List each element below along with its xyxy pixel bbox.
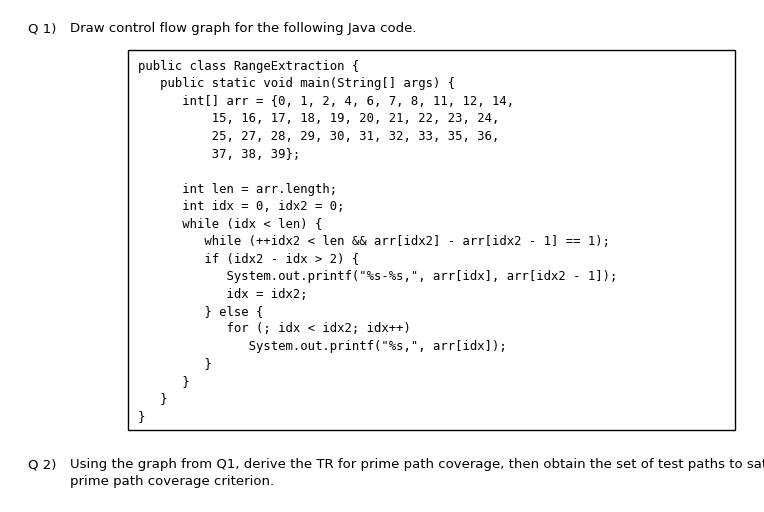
Text: }: } xyxy=(138,357,212,371)
Text: Draw control flow graph for the following Java code.: Draw control flow graph for the followin… xyxy=(70,22,416,35)
Text: Q 2): Q 2) xyxy=(28,458,57,471)
Text: }: } xyxy=(138,410,145,423)
Text: while (++idx2 < len && arr[idx2] - arr[idx2 - 1] == 1);: while (++idx2 < len && arr[idx2] - arr[i… xyxy=(138,235,610,248)
Bar xyxy=(128,50,735,430)
Text: idx = idx2;: idx = idx2; xyxy=(138,288,308,301)
Text: Using the graph from Q1, derive the TR for prime path coverage, then obtain the : Using the graph from Q1, derive the TR f… xyxy=(70,458,764,471)
Text: 15, 16, 17, 18, 19, 20, 21, 22, 23, 24,: 15, 16, 17, 18, 19, 20, 21, 22, 23, 24, xyxy=(138,113,500,125)
Text: 37, 38, 39};: 37, 38, 39}; xyxy=(138,147,300,160)
Text: }: } xyxy=(138,393,167,406)
Text: } else {: } else { xyxy=(138,305,264,318)
Text: Q 1): Q 1) xyxy=(28,22,57,35)
Text: while (idx < len) {: while (idx < len) { xyxy=(138,218,322,230)
Text: int[] arr = {0, 1, 2, 4, 6, 7, 8, 11, 12, 14,: int[] arr = {0, 1, 2, 4, 6, 7, 8, 11, 12… xyxy=(138,95,514,108)
Text: }: } xyxy=(138,375,189,388)
Text: public class RangeExtraction {: public class RangeExtraction { xyxy=(138,60,359,73)
Text: System.out.printf("%s-%s,", arr[idx], arr[idx2 - 1]);: System.out.printf("%s-%s,", arr[idx], ar… xyxy=(138,270,617,283)
Text: prime path coverage criterion.: prime path coverage criterion. xyxy=(70,475,274,488)
Text: if (idx2 - idx > 2) {: if (idx2 - idx > 2) { xyxy=(138,252,359,266)
Text: public static void main(String[] args) {: public static void main(String[] args) { xyxy=(138,77,455,91)
Text: int idx = 0, idx2 = 0;: int idx = 0, idx2 = 0; xyxy=(138,200,345,213)
Text: 25, 27, 28, 29, 30, 31, 32, 33, 35, 36,: 25, 27, 28, 29, 30, 31, 32, 33, 35, 36, xyxy=(138,130,500,143)
Text: System.out.printf("%s,", arr[idx]);: System.out.printf("%s,", arr[idx]); xyxy=(138,340,507,353)
Text: int len = arr.length;: int len = arr.length; xyxy=(138,182,337,196)
Text: for (; idx < idx2; idx++): for (; idx < idx2; idx++) xyxy=(138,323,411,335)
